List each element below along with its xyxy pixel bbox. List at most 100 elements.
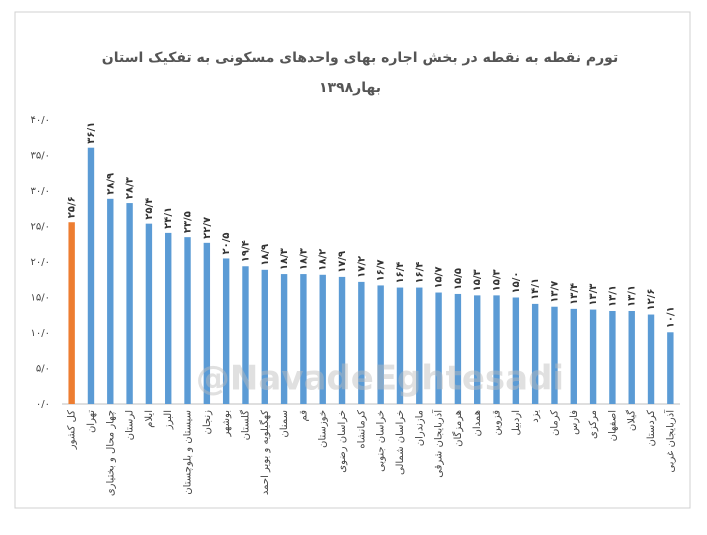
value-label: ۱۹/۴ [240, 240, 251, 262]
x-tick-label: اصفهان [607, 410, 618, 441]
plot-area: ۰/۰ ۵/۰ ۱۰/۰ ۱۵/۰ ۲۰/۰ ۲۵/۰ ۳۰/۰ ۳۵/۰ ۴۰/۰ کل کشو… [31, 115, 680, 496]
value-label: ۱۷/۲ [356, 256, 367, 278]
bar [531, 303, 539, 404]
bar [300, 274, 307, 404]
x-tick-label: آذربایجان غربی [663, 409, 676, 473]
bar [628, 310, 635, 404]
x-tick-label: هرمزگان [452, 410, 464, 447]
value-label: ۱۰/۱ [665, 306, 676, 328]
value-label: ۱۳/۷ [549, 281, 560, 303]
x-tick-label: سیستان و بلوچستان [183, 410, 194, 495]
x-tick-label: بوشهر [221, 410, 232, 437]
x-tick-label: ایلام [144, 410, 155, 428]
bar [222, 258, 230, 404]
value-label: ۱۵/۰ [511, 272, 522, 294]
bar [454, 293, 462, 404]
bar [512, 297, 520, 404]
bar [165, 232, 172, 404]
value-label: ۱۶/۴ [414, 262, 425, 284]
value-label: ۲۲/۷ [202, 217, 213, 239]
bar [338, 276, 346, 404]
bar [570, 308, 577, 404]
bar [435, 292, 442, 404]
value-label: ۱۵/۳ [492, 269, 503, 291]
x-tick-label: خوزستان [318, 410, 329, 448]
x-tick-label: کل کشور [67, 410, 78, 450]
value-label: ۱۷/۹ [337, 251, 348, 273]
x-tick-label: کهگیلویه و بویر احمد [259, 410, 271, 495]
y-tick-label: ۰/۰ [36, 399, 50, 410]
x-tick-label: زنجان [202, 410, 213, 435]
chart-title: تورم نقطه به نقطه در بخش اجاره بهای واحد… [102, 50, 618, 66]
bar [493, 295, 500, 404]
x-tick-label: مرکزی [588, 410, 599, 439]
y-tick-label: ۲۵/۰ [31, 222, 50, 233]
value-label: ۱۶/۷ [376, 259, 387, 281]
value-label: ۱۵/۵ [453, 268, 464, 290]
bar [107, 198, 114, 404]
bar [377, 285, 384, 404]
x-tick-label: فارس [569, 410, 580, 435]
y-tick-label: ۱۰/۰ [31, 328, 50, 339]
value-label: ۱۸/۲ [318, 249, 329, 271]
bar [667, 332, 674, 404]
bar [203, 242, 211, 404]
x-tick-label: خراسان جنوبی [376, 410, 387, 472]
value-label: ۱۵/۳ [472, 269, 483, 291]
bar [145, 223, 153, 404]
bar [416, 287, 423, 404]
value-label: ۳۶/۱ [86, 122, 97, 144]
x-tick-label: سمنان [279, 410, 290, 438]
x-tick-label: آذربایجان شرقی [432, 409, 445, 478]
x-tick-label: خراسان شمالی [395, 410, 406, 475]
y-tick-label: ۲۰/۰ [31, 257, 50, 268]
bar [647, 314, 655, 404]
value-label: ۱۶/۴ [395, 262, 406, 284]
value-label: ۱۳/۱ [607, 285, 618, 307]
value-label: ۲۸/۳ [125, 177, 136, 199]
bar [261, 269, 268, 404]
x-tick-label: قم [298, 410, 309, 422]
value-label: ۲۵/۶ [67, 196, 78, 218]
y-tick-label: ۵/۰ [36, 364, 50, 375]
value-label: ۲۵/۴ [144, 198, 155, 220]
x-tick-label: اردبیل [511, 410, 522, 435]
x-tick-label: قزوین [492, 410, 503, 436]
x-tick-label: کردستان [646, 410, 657, 447]
bar [474, 295, 481, 404]
value-label: ۱۳/۴ [569, 283, 580, 305]
bar [609, 310, 616, 404]
y-tick-label: ۳۰/۰ [31, 186, 50, 197]
bar [242, 266, 249, 404]
value-label: ۱۳/۱ [627, 285, 638, 307]
value-label: ۱۸/۳ [279, 248, 290, 270]
watermark: @NavadeEghtesadi [196, 359, 564, 399]
y-tick-label: ۴۰/۰ [31, 115, 50, 126]
x-tick-label: کرمانشاه [356, 410, 367, 449]
bar [184, 237, 191, 404]
y-tick-label: ۳۵/۰ [31, 151, 50, 162]
bar [126, 203, 133, 404]
bar [551, 306, 558, 404]
bar [87, 147, 95, 404]
value-label: ۱۴/۱ [530, 278, 541, 300]
x-tick-label: تهران [86, 410, 97, 433]
x-tick-label: خراسان رضوی [337, 410, 348, 473]
value-label: ۲۳/۵ [183, 211, 194, 233]
x-tick-label: گلستان [239, 410, 251, 441]
value-label: ۲۴/۱ [163, 207, 174, 229]
value-label: ۱۸/۹ [260, 244, 271, 266]
x-tick-label: چهار محال و بختیاری [105, 410, 116, 496]
x-tick-label: مازندران [414, 410, 425, 446]
x-tick-label: البرز [163, 410, 174, 430]
x-tick-label: کرمان [549, 410, 560, 436]
bar [319, 274, 326, 404]
value-label: ۱۲/۶ [646, 289, 657, 311]
x-tick-label: همدان [472, 410, 483, 436]
chart-subtitle: بهار۱۳۹۸ [319, 80, 381, 96]
value-label: ۱۵/۷ [434, 267, 445, 289]
value-label: ۱۳/۳ [588, 284, 599, 306]
x-tick-label: یزد [530, 410, 541, 423]
bar [280, 274, 288, 404]
